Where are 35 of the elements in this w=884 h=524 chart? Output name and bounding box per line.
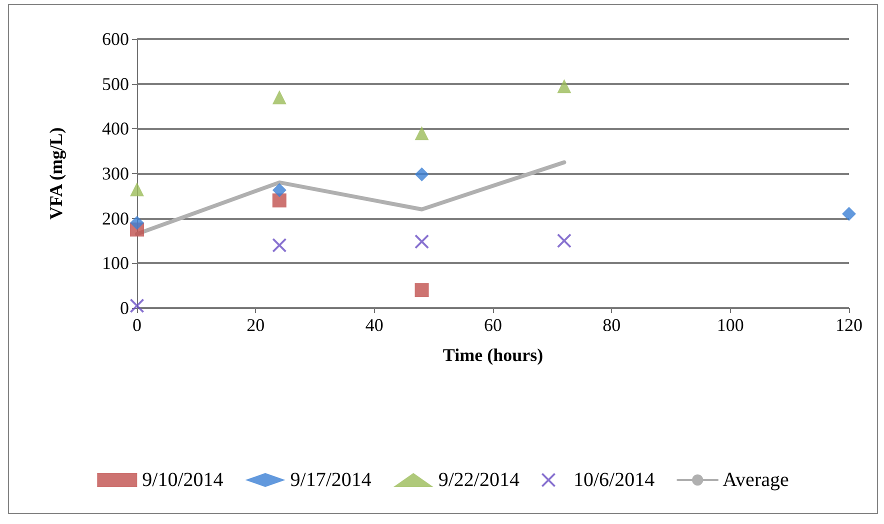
- y-axis-title: VFA (mg/L): [46, 127, 66, 220]
- point: [414, 126, 429, 140]
- point: [414, 283, 429, 298]
- point: [414, 234, 429, 249]
- point: [414, 167, 429, 182]
- x-tick-label: 0: [132, 315, 142, 335]
- legend-label: 9/10/2014: [142, 469, 224, 491]
- x-tick-label: 80: [602, 315, 621, 335]
- legend-label: Average: [722, 469, 789, 491]
- y-tick-label: 200: [102, 208, 129, 228]
- point: [272, 193, 286, 208]
- x-axis-title: Time (hours): [442, 345, 544, 365]
- x-tick-label: 60: [484, 315, 502, 335]
- point: [272, 183, 286, 198]
- y-tick-label: 100: [102, 253, 129, 274]
- x-tick-label: 100: [716, 315, 744, 335]
- point: [557, 79, 572, 94]
- x-tick-label: 120: [836, 315, 862, 335]
- point: [130, 216, 144, 230]
- y-tick-label: 0: [120, 298, 129, 318]
- y-tick-label: 500: [102, 74, 129, 94]
- point: [272, 90, 286, 104]
- point: [130, 298, 144, 313]
- y-tick-label: 400: [102, 118, 129, 139]
- point: [842, 206, 856, 221]
- legend-label: 10/6/2014: [573, 469, 655, 491]
- point: [130, 182, 144, 196]
- x-tick-label: 40: [365, 315, 384, 335]
- y-tick-label: 300: [102, 164, 129, 184]
- x-tick-label: 20: [246, 315, 265, 335]
- point: [557, 234, 572, 248]
- legend-label: 9/17/2014: [290, 469, 372, 491]
- legend-label: 9/22/2014: [438, 469, 520, 491]
- point: [272, 238, 286, 252]
- y-tick-label: 600: [102, 29, 129, 49]
